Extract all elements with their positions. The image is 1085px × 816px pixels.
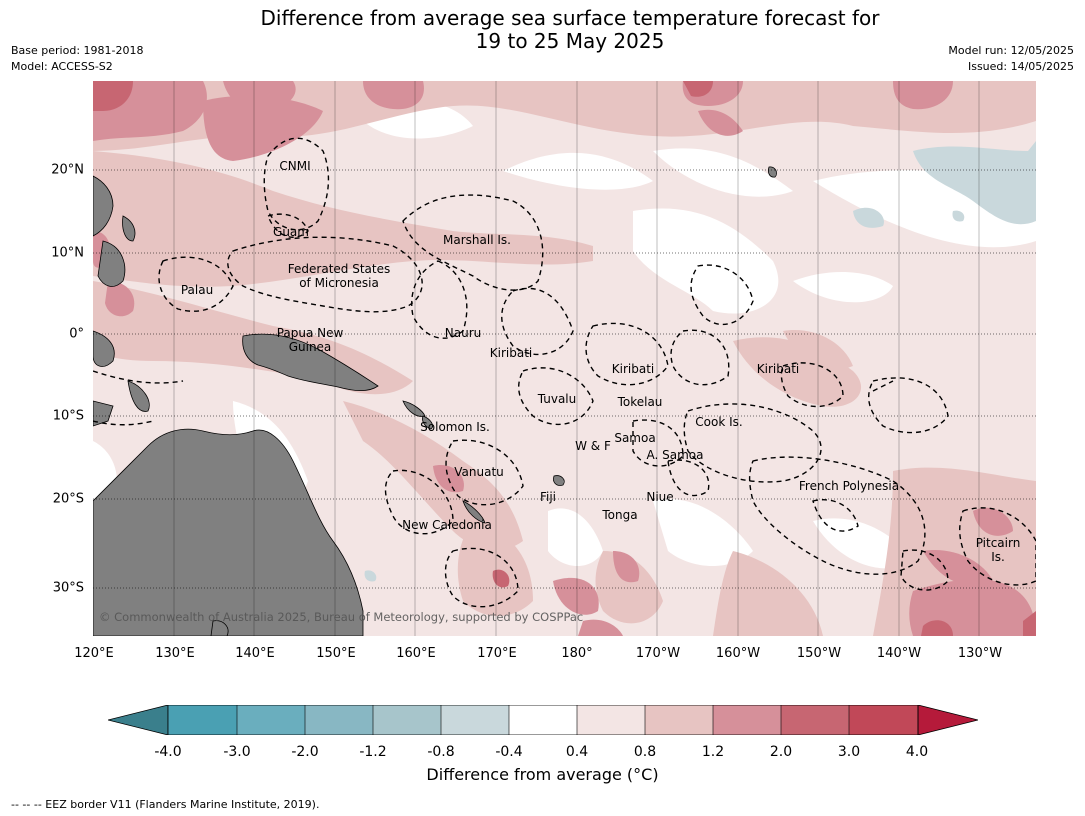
colorbar-segment [849, 705, 918, 735]
colorbar-label: -2.0 [291, 744, 319, 760]
lon-tick-120e: 120°E [74, 646, 114, 661]
colorbar-label: 2.0 [769, 744, 793, 760]
land-masses [93, 166, 777, 636]
model-name: Model: ACCESS-S2 [11, 60, 113, 73]
colorbar [108, 705, 978, 735]
label-fsm-line2: of Micronesia [299, 276, 379, 290]
lon-tick-150e: 150°E [316, 646, 356, 661]
label-tuvalu: Tuvalu [537, 392, 577, 406]
colorbar-segment [305, 705, 373, 735]
sst-anomaly-map: CNMI Guam Marshall Is. Federated States … [93, 81, 1036, 636]
lon-tick-160e: 160°E [396, 646, 436, 661]
meta-right: Model run: 12/05/2025 Issued: 14/05/2025 [948, 43, 1074, 75]
lat-tick-20n: 20°N [51, 162, 84, 178]
colorbar-segment [168, 705, 237, 735]
label-niue: Niue [646, 490, 674, 504]
label-kiribati-east: Kiribati [756, 362, 800, 376]
lat-tick-10n: 10°N [51, 245, 84, 261]
eez-borders [93, 137, 1036, 608]
label-kiribati-west: Kiribati [489, 346, 533, 360]
lon-tick-170w: 170°W [635, 646, 681, 661]
colorbar-segment [441, 705, 509, 735]
label-new-caledonia: New Caledonia [402, 518, 492, 532]
label-pitcairn-line2: Is. [991, 550, 1005, 564]
label-nauru: Nauru [444, 326, 482, 340]
model-run: Model run: 12/05/2025 [948, 44, 1074, 57]
copyright-notice: © Commonwealth of Australia 2025, Bureau… [99, 610, 584, 624]
colorbar-segment [645, 705, 713, 735]
latitude-gridlines [93, 169, 1036, 589]
cool-anomaly-patches [364, 141, 1036, 582]
colorbar-segment [237, 705, 305, 735]
label-pitcairn-line1: Pitcairn [975, 536, 1021, 550]
colorbar-high-extend [917, 705, 978, 735]
label-solomon-islands: Solomon Is. [420, 420, 490, 434]
colorbar-title: Difference from average (°C) [426, 765, 659, 784]
colorbar-label: -0.4 [495, 744, 523, 760]
label-png-line1: Papua New [276, 326, 344, 340]
lat-tick-10s: 10°S [52, 408, 84, 424]
colorbar-label: -1.2 [359, 744, 387, 760]
map-title: Difference from average sea surface temp… [0, 7, 1085, 53]
longitude-gridlines [173, 81, 980, 636]
label-fsm-line1: Federated States [287, 262, 391, 276]
colorbar-label: 0.4 [565, 744, 589, 760]
map-layers [93, 81, 1036, 636]
label-kiribati-central: Kiribati [611, 362, 655, 376]
issued-date: Issued: 14/05/2025 [967, 60, 1074, 73]
colorbar-dividers [236, 705, 850, 735]
colorbar-segment [373, 705, 441, 735]
lon-tick-140w: 140°W [876, 646, 922, 661]
label-french-polynesia: French Polynesia [798, 479, 900, 493]
label-american-samoa: A. Samoa [646, 448, 704, 462]
lat-tick-20s: 20°S [52, 491, 84, 507]
title-line-1: Difference from average sea surface temp… [260, 6, 880, 30]
colorbar-label: -4.0 [154, 744, 182, 760]
lat-tick-0: 0° [69, 326, 84, 342]
colorbar-label: 3.0 [837, 744, 861, 760]
eez-footnote: -- -- -- EEZ border V11 (Flanders Marine… [11, 798, 320, 811]
lon-tick-170e: 170°E [477, 646, 517, 661]
lat-tick-30s: 30°S [52, 580, 84, 596]
colorbar-label: 0.8 [633, 744, 657, 760]
colorbar-outline [167, 705, 919, 735]
label-samoa: Samoa [614, 431, 656, 445]
label-fiji: Fiji [539, 490, 557, 504]
colorbar-label: 4.0 [905, 744, 929, 760]
colorbar-low-extend [108, 705, 169, 735]
base-period: Base period: 1981-2018 [11, 44, 144, 57]
label-marshall-islands: Marshall Is. [443, 233, 511, 247]
meta-left: Base period: 1981-2018 Model: ACCESS-S2 [11, 43, 143, 75]
lon-tick-130w: 130°W [957, 646, 1003, 661]
colorbar-label: -0.8 [427, 744, 455, 760]
label-tonga: Tonga [602, 508, 638, 522]
colorbar-label: -3.0 [223, 744, 251, 760]
label-cnmi: CNMI [279, 159, 311, 173]
colorbar-segment [509, 705, 577, 735]
label-tokelau: Tokelau [617, 395, 663, 409]
colorbar-label: 1.2 [701, 744, 725, 760]
colorbar-segment [781, 705, 849, 735]
label-cook-islands: Cook Is. [695, 415, 743, 429]
lon-tick-150w: 150°W [796, 646, 842, 661]
lon-tick-140e: 140°E [235, 646, 275, 661]
label-guam: Guam [273, 225, 309, 239]
label-png-line2: Guinea [288, 340, 332, 354]
title-line-2: 19 to 25 May 2025 [475, 29, 665, 53]
lon-tick-160w: 160°W [715, 646, 761, 661]
label-vanuatu: Vanuatu [454, 465, 504, 479]
label-wallis-futuna: W & F [575, 439, 611, 453]
colorbar-segment [713, 705, 781, 735]
lon-tick-130e: 130°E [155, 646, 195, 661]
colorbar-segment [577, 705, 645, 735]
label-palau: Palau [180, 283, 214, 297]
lon-tick-180: 180° [561, 646, 593, 661]
